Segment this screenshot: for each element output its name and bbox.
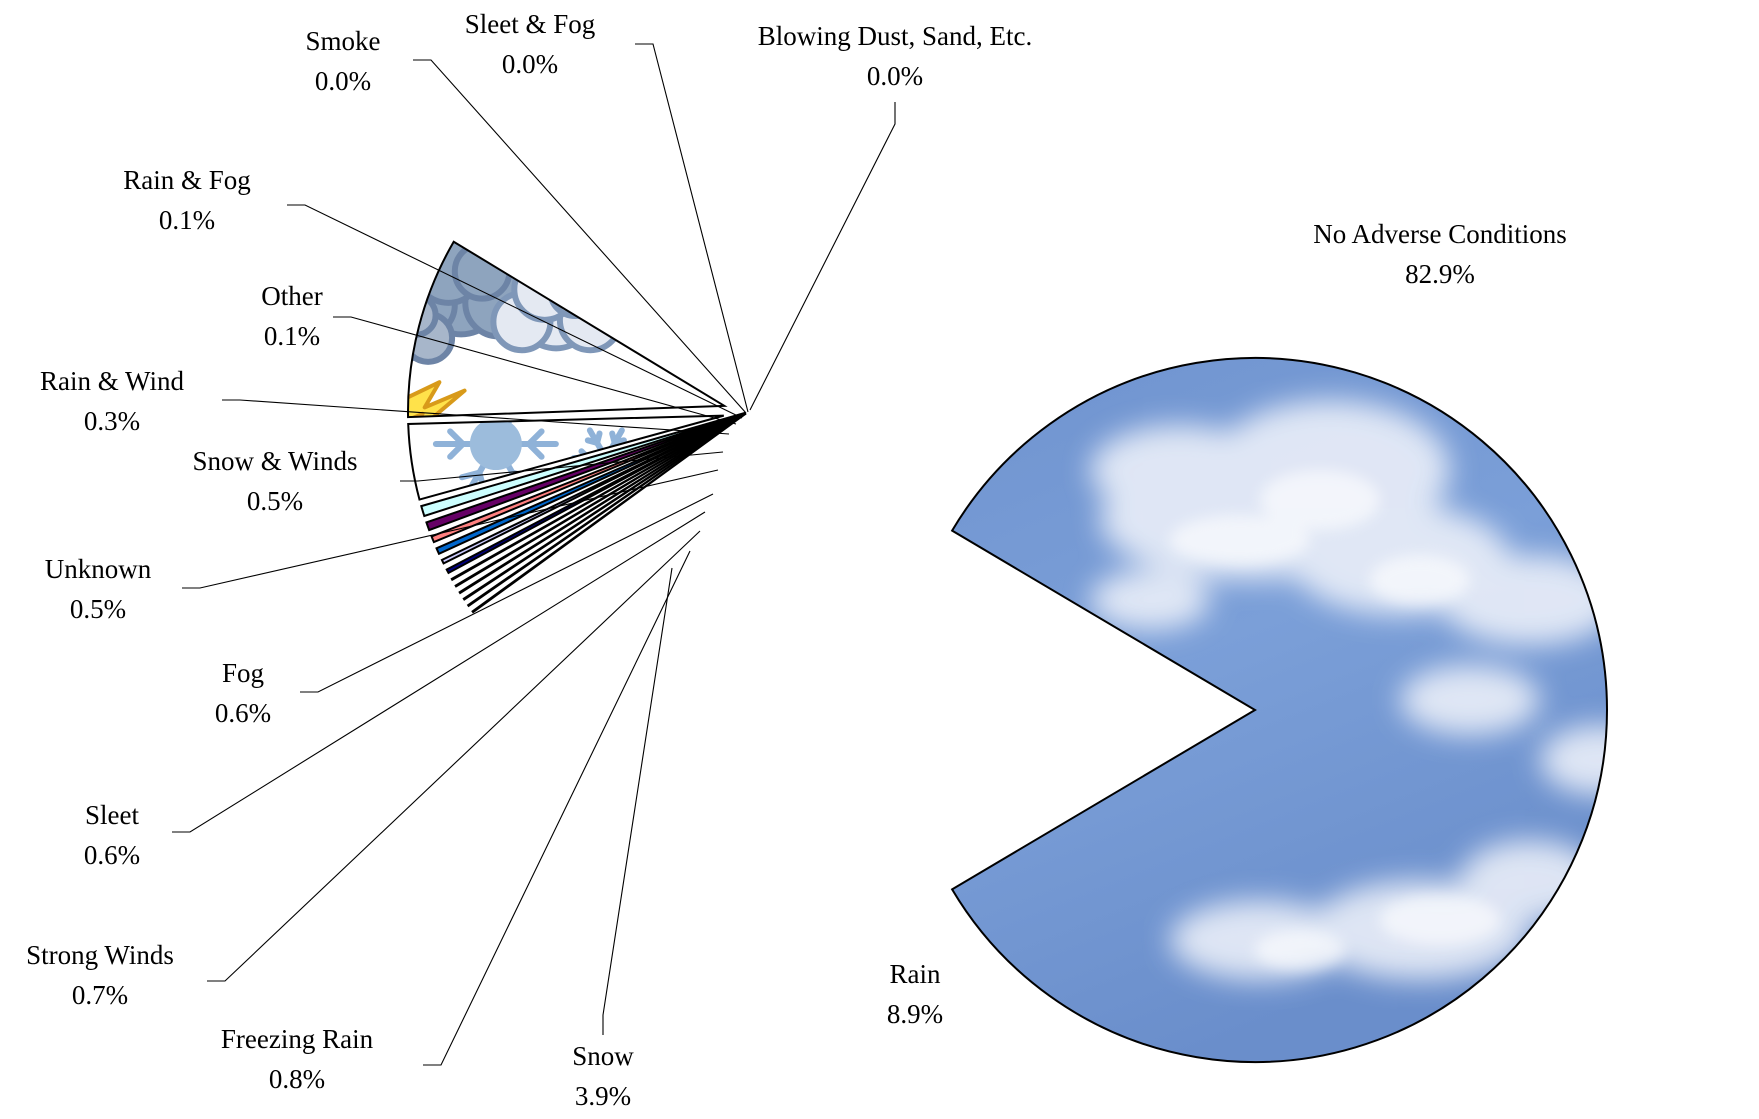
slice-blowing-dust-sand-etc-label-name: Blowing Dust, Sand, Etc. (758, 21, 1033, 51)
slice-sleet-fog-leader-line (635, 43, 749, 413)
slice-snow-label-name: Snow (572, 1041, 634, 1071)
slice-snow-label: Snow 3.9% (572, 1041, 634, 1111)
slice-snow (407, 414, 725, 501)
slice-no-adverse-conditions-label-name: No Adverse Conditions (1313, 219, 1567, 249)
slice-strong-winds-label-name: Strong Winds (26, 940, 174, 970)
slice-unknown-label-value: 0.5% (70, 594, 126, 624)
slice-snow-winds (445, 412, 747, 575)
slice-freezing-rain-label: Freezing Rain 0.8% (221, 1024, 374, 1094)
slice-unknown-label-name: Unknown (45, 554, 152, 584)
slice-sleet-label: Sleet 0.6% (84, 800, 140, 870)
slice-blowing-dust-sand-etc-label-value: 0.0% (867, 61, 923, 91)
slice-no-adverse-conditions (950, 357, 1608, 1063)
slice-blowing-dust-sand-etc-leader-line (749, 102, 896, 411)
slice-snow-leader-line (602, 567, 673, 1035)
slice-fog-label-value: 0.6% (215, 698, 271, 728)
slice-unknown (440, 412, 747, 565)
slice-rain-wind-label-name: Rain & Wind (40, 366, 184, 396)
slice-fog-leader-line (300, 493, 714, 693)
slice-rain-wind-label: Rain & Wind 0.3% (40, 366, 184, 436)
slice-strong-winds-label-value: 0.7% (72, 980, 128, 1010)
slice-rain-label-value: 8.9% (887, 999, 943, 1029)
slice-blowing-dust-sand-etc-label: Blowing Dust, Sand, Etc. 0.0% (758, 21, 1033, 91)
slice-freezing-rain-label-name: Freezing Rain (221, 1024, 374, 1054)
slice-freezing-rain (420, 411, 746, 518)
slice-sleet-fog-label: Sleet & Fog 0.0% (465, 9, 596, 79)
slice-other-label: Other 0.1% (261, 281, 322, 351)
slice-sleet-fog (466, 412, 747, 608)
slice-snow-winds-label: Snow & Winds 0.5% (193, 446, 358, 516)
slice-strong-winds (425, 411, 746, 532)
slice-no-adverse-conditions-label: No Adverse Conditions 82.9% (1313, 219, 1567, 289)
slice-rain-label-name: Rain (890, 959, 941, 989)
slice-smoke (462, 412, 747, 601)
slice-snow-winds-label-value: 0.5% (247, 486, 303, 516)
slice-sleet (430, 412, 747, 544)
slice-smoke-label-name: Smoke (305, 26, 380, 56)
slice-freezing-rain-label-value: 0.8% (269, 1064, 325, 1094)
slice-smoke-label-value: 0.0% (315, 66, 371, 96)
slice-smoke-leader-line (413, 59, 747, 414)
slice-fog-label: Fog 0.6% (215, 658, 271, 728)
slice-freezing-rain-leader-line (423, 550, 691, 1066)
slice-strong-winds-leader-line (207, 530, 701, 982)
slice-unknown-label: Unknown 0.5% (45, 554, 152, 624)
slice-rain-wind-leader-line (222, 399, 730, 435)
slice-rain-fog-label-value: 0.1% (159, 205, 215, 235)
slice-other-label-value: 0.1% (264, 321, 320, 351)
slice-rain-fog (458, 412, 747, 595)
slice-sleet-leader-line (172, 511, 706, 833)
slice-no-adverse-conditions-label-value: 82.9% (1405, 259, 1475, 289)
slice-sleet-fog-label-value: 0.0% (502, 49, 558, 79)
slice-fog (435, 412, 747, 556)
slice-rain-label: Rain 8.9% (887, 959, 943, 1029)
slice-snow-label-value: 3.9% (575, 1081, 631, 1111)
slice-rain (407, 240, 728, 419)
slice-sleet-fog-label-name: Sleet & Fog (465, 9, 596, 39)
slice-fog-label-name: Fog (222, 658, 264, 688)
slice-strong-winds-label: Strong Winds 0.7% (26, 940, 174, 1010)
slice-other-leader-line (333, 316, 737, 425)
slice-no-adverse-conditions-fill (952, 358, 1608, 1062)
slice-sleet-label-name: Sleet (85, 800, 139, 830)
slice-smoke-label: Smoke 0.0% (305, 26, 380, 96)
slice-rain-fog-label: Rain & Fog 0.1% (123, 165, 251, 235)
slice-unknown-leader-line (182, 469, 719, 589)
slice-rain-fog-leader-line (287, 204, 743, 419)
slice-other-label-name: Other (261, 281, 322, 311)
slice-blowing-dust-sand-etc (471, 412, 747, 614)
slice-rain-wind-label-value: 0.3% (84, 406, 140, 436)
slice-sleet-label-value: 0.6% (84, 840, 140, 870)
slice-snow-winds-label-name: Snow & Winds (193, 446, 358, 476)
slice-snow-winds-leader-line (400, 451, 724, 482)
slice-rain-wind (450, 412, 747, 582)
slice-rain-fog-label-name: Rain & Fog (123, 165, 251, 195)
